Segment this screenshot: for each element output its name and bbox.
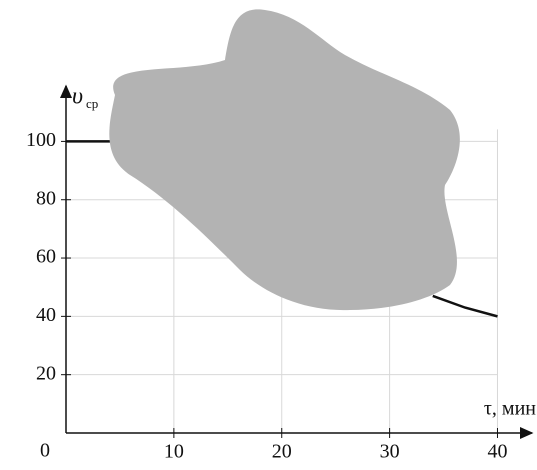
y-axis-label: υ [72,84,83,110]
origin-label: 0 [40,440,50,462]
x-axis-label: τ, мин [484,398,536,420]
occluding-blob [109,9,460,310]
y-tick-label: 60 [36,246,56,268]
x-tick-label: 20 [272,441,292,463]
y-tick-label: 40 [36,304,56,326]
y-axis-label-sub: ср [86,96,98,111]
x-tick-label: 40 [487,441,507,463]
y-tick-label: 20 [36,362,56,384]
chart: 20 40 60 80 100 10 20 30 40 0 υ ср τ, мин [0,0,537,470]
y-tick-label: 100 [26,129,56,151]
y-tick-label: 80 [36,187,56,209]
x-tick-label: 10 [164,441,184,463]
x-tick-label: 30 [380,441,400,463]
